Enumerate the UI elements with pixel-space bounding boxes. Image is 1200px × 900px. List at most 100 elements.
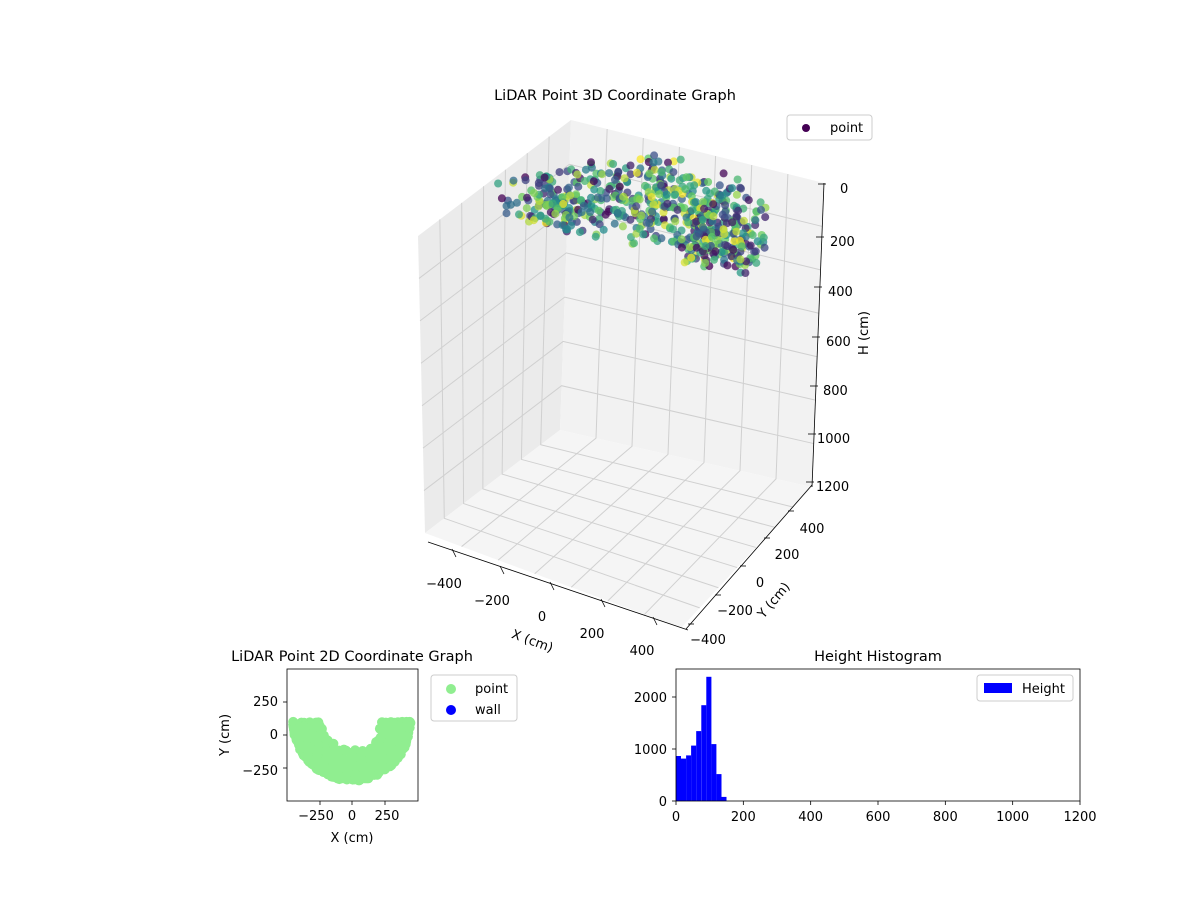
histogram-bar xyxy=(691,745,697,801)
legend-label: point xyxy=(830,121,863,136)
lidar-point xyxy=(551,209,560,218)
plot3d-title: LiDAR Point 3D Coordinate Graph xyxy=(494,88,736,104)
histogram-bar xyxy=(696,731,702,801)
lidar-point xyxy=(593,193,602,202)
lidar-point xyxy=(663,199,672,208)
lidar-point xyxy=(701,235,710,244)
point-marker xyxy=(294,733,305,744)
x3d-tick-mark xyxy=(451,548,457,558)
lidar-point xyxy=(707,232,716,241)
hist-x-tick-label: 600 xyxy=(866,810,891,825)
z3d-tick-label: 400 xyxy=(828,285,853,300)
lidar-point xyxy=(734,206,743,215)
histogram-x-ticks: 0 200 400 600 800 1000 1200 xyxy=(672,801,1097,825)
lidar-point xyxy=(626,170,635,179)
lidar-point xyxy=(671,190,680,199)
lidar-point xyxy=(684,218,693,227)
lidar-point xyxy=(566,191,575,200)
lidar-point xyxy=(637,211,646,220)
lidar-point xyxy=(565,213,574,222)
plot2d-points xyxy=(288,716,416,786)
point-marker xyxy=(347,751,358,762)
lidar-point xyxy=(721,201,730,210)
point-marker xyxy=(370,761,381,772)
histogram-bar xyxy=(706,676,712,801)
lidar-point xyxy=(515,210,523,219)
x3d-tick-mark xyxy=(652,616,658,626)
z3d-tick-label: 200 xyxy=(830,235,855,250)
lidar-point xyxy=(648,207,657,216)
lidar-point xyxy=(522,204,531,213)
lidar-point xyxy=(669,168,678,177)
histogram-legend: Height xyxy=(976,674,1074,702)
x2d-tick-label: 250 xyxy=(375,809,400,824)
lidar-point xyxy=(710,255,718,264)
lidar-point xyxy=(659,215,668,223)
lidar-point xyxy=(681,185,690,194)
x3d-axis-label: X (cm) xyxy=(509,627,555,656)
point-marker xyxy=(305,742,315,753)
x-gridline xyxy=(439,219,700,609)
lidar-point xyxy=(636,155,645,164)
lidar-point xyxy=(611,175,619,184)
lidar-point xyxy=(573,170,582,179)
legend-label: Height xyxy=(1022,682,1065,697)
lidar-point xyxy=(591,232,600,241)
plot2d-title: LiDAR Point 2D Coordinate Graph xyxy=(231,649,473,665)
lidar-point xyxy=(664,158,672,167)
point-marker xyxy=(397,722,408,733)
lidar-point xyxy=(699,223,707,232)
point-marker xyxy=(318,761,329,772)
lidar-point xyxy=(692,243,701,252)
x-gridline xyxy=(482,186,738,569)
lidar-point xyxy=(680,204,689,212)
lidar-point xyxy=(586,208,595,217)
lidar-point xyxy=(494,179,503,188)
lidar-point xyxy=(645,169,654,178)
lidar-point xyxy=(599,225,608,234)
lidar-point xyxy=(595,220,604,229)
lidar-point xyxy=(751,247,760,256)
lidar-point xyxy=(575,228,584,237)
hist-x-tick-label: 200 xyxy=(731,810,756,825)
lidar-point xyxy=(523,193,531,202)
lidar-point xyxy=(659,208,668,217)
lidar-point xyxy=(701,242,710,250)
lidar-point xyxy=(646,225,655,233)
lidar-point xyxy=(558,193,567,202)
lidar-point xyxy=(687,253,696,262)
z-gridline xyxy=(420,252,819,364)
plot3d-points xyxy=(494,151,770,277)
lidar-point xyxy=(554,185,562,194)
z3d-tick-label: 1000 xyxy=(817,432,850,447)
hist-x-tick-label: 0 xyxy=(672,810,680,825)
legend-marker-point xyxy=(446,684,456,694)
lidar-point xyxy=(632,202,641,211)
lidar-point xyxy=(650,234,659,243)
lidar-point xyxy=(590,185,599,194)
lidar-point xyxy=(744,196,753,205)
lidar-point xyxy=(596,187,605,195)
plot3d-z-axis-line xyxy=(811,182,825,488)
hist-y-tick-label: 1000 xyxy=(634,743,667,758)
histogram-bar xyxy=(676,756,681,801)
lidar-point xyxy=(601,210,610,219)
lidar-point xyxy=(619,192,628,201)
y2d-tick-label: 0 xyxy=(270,728,278,743)
z3d-tick-label: 600 xyxy=(826,335,851,350)
lidar-point xyxy=(715,181,724,190)
lidar-point xyxy=(668,225,677,234)
lidar-point xyxy=(577,208,586,217)
point-marker xyxy=(341,774,352,785)
lidar-point xyxy=(723,242,732,250)
y3d-tick-label: −200 xyxy=(717,604,753,619)
lidar-point xyxy=(746,241,755,250)
lidar-point xyxy=(737,242,746,251)
lidar-point xyxy=(718,210,727,219)
x3d-tick-mark xyxy=(600,598,606,608)
lidar-point xyxy=(676,155,685,164)
lidar-point xyxy=(699,198,707,206)
lidar-point xyxy=(649,158,658,167)
z-gridline xyxy=(423,385,814,491)
lidar-point xyxy=(509,176,518,185)
